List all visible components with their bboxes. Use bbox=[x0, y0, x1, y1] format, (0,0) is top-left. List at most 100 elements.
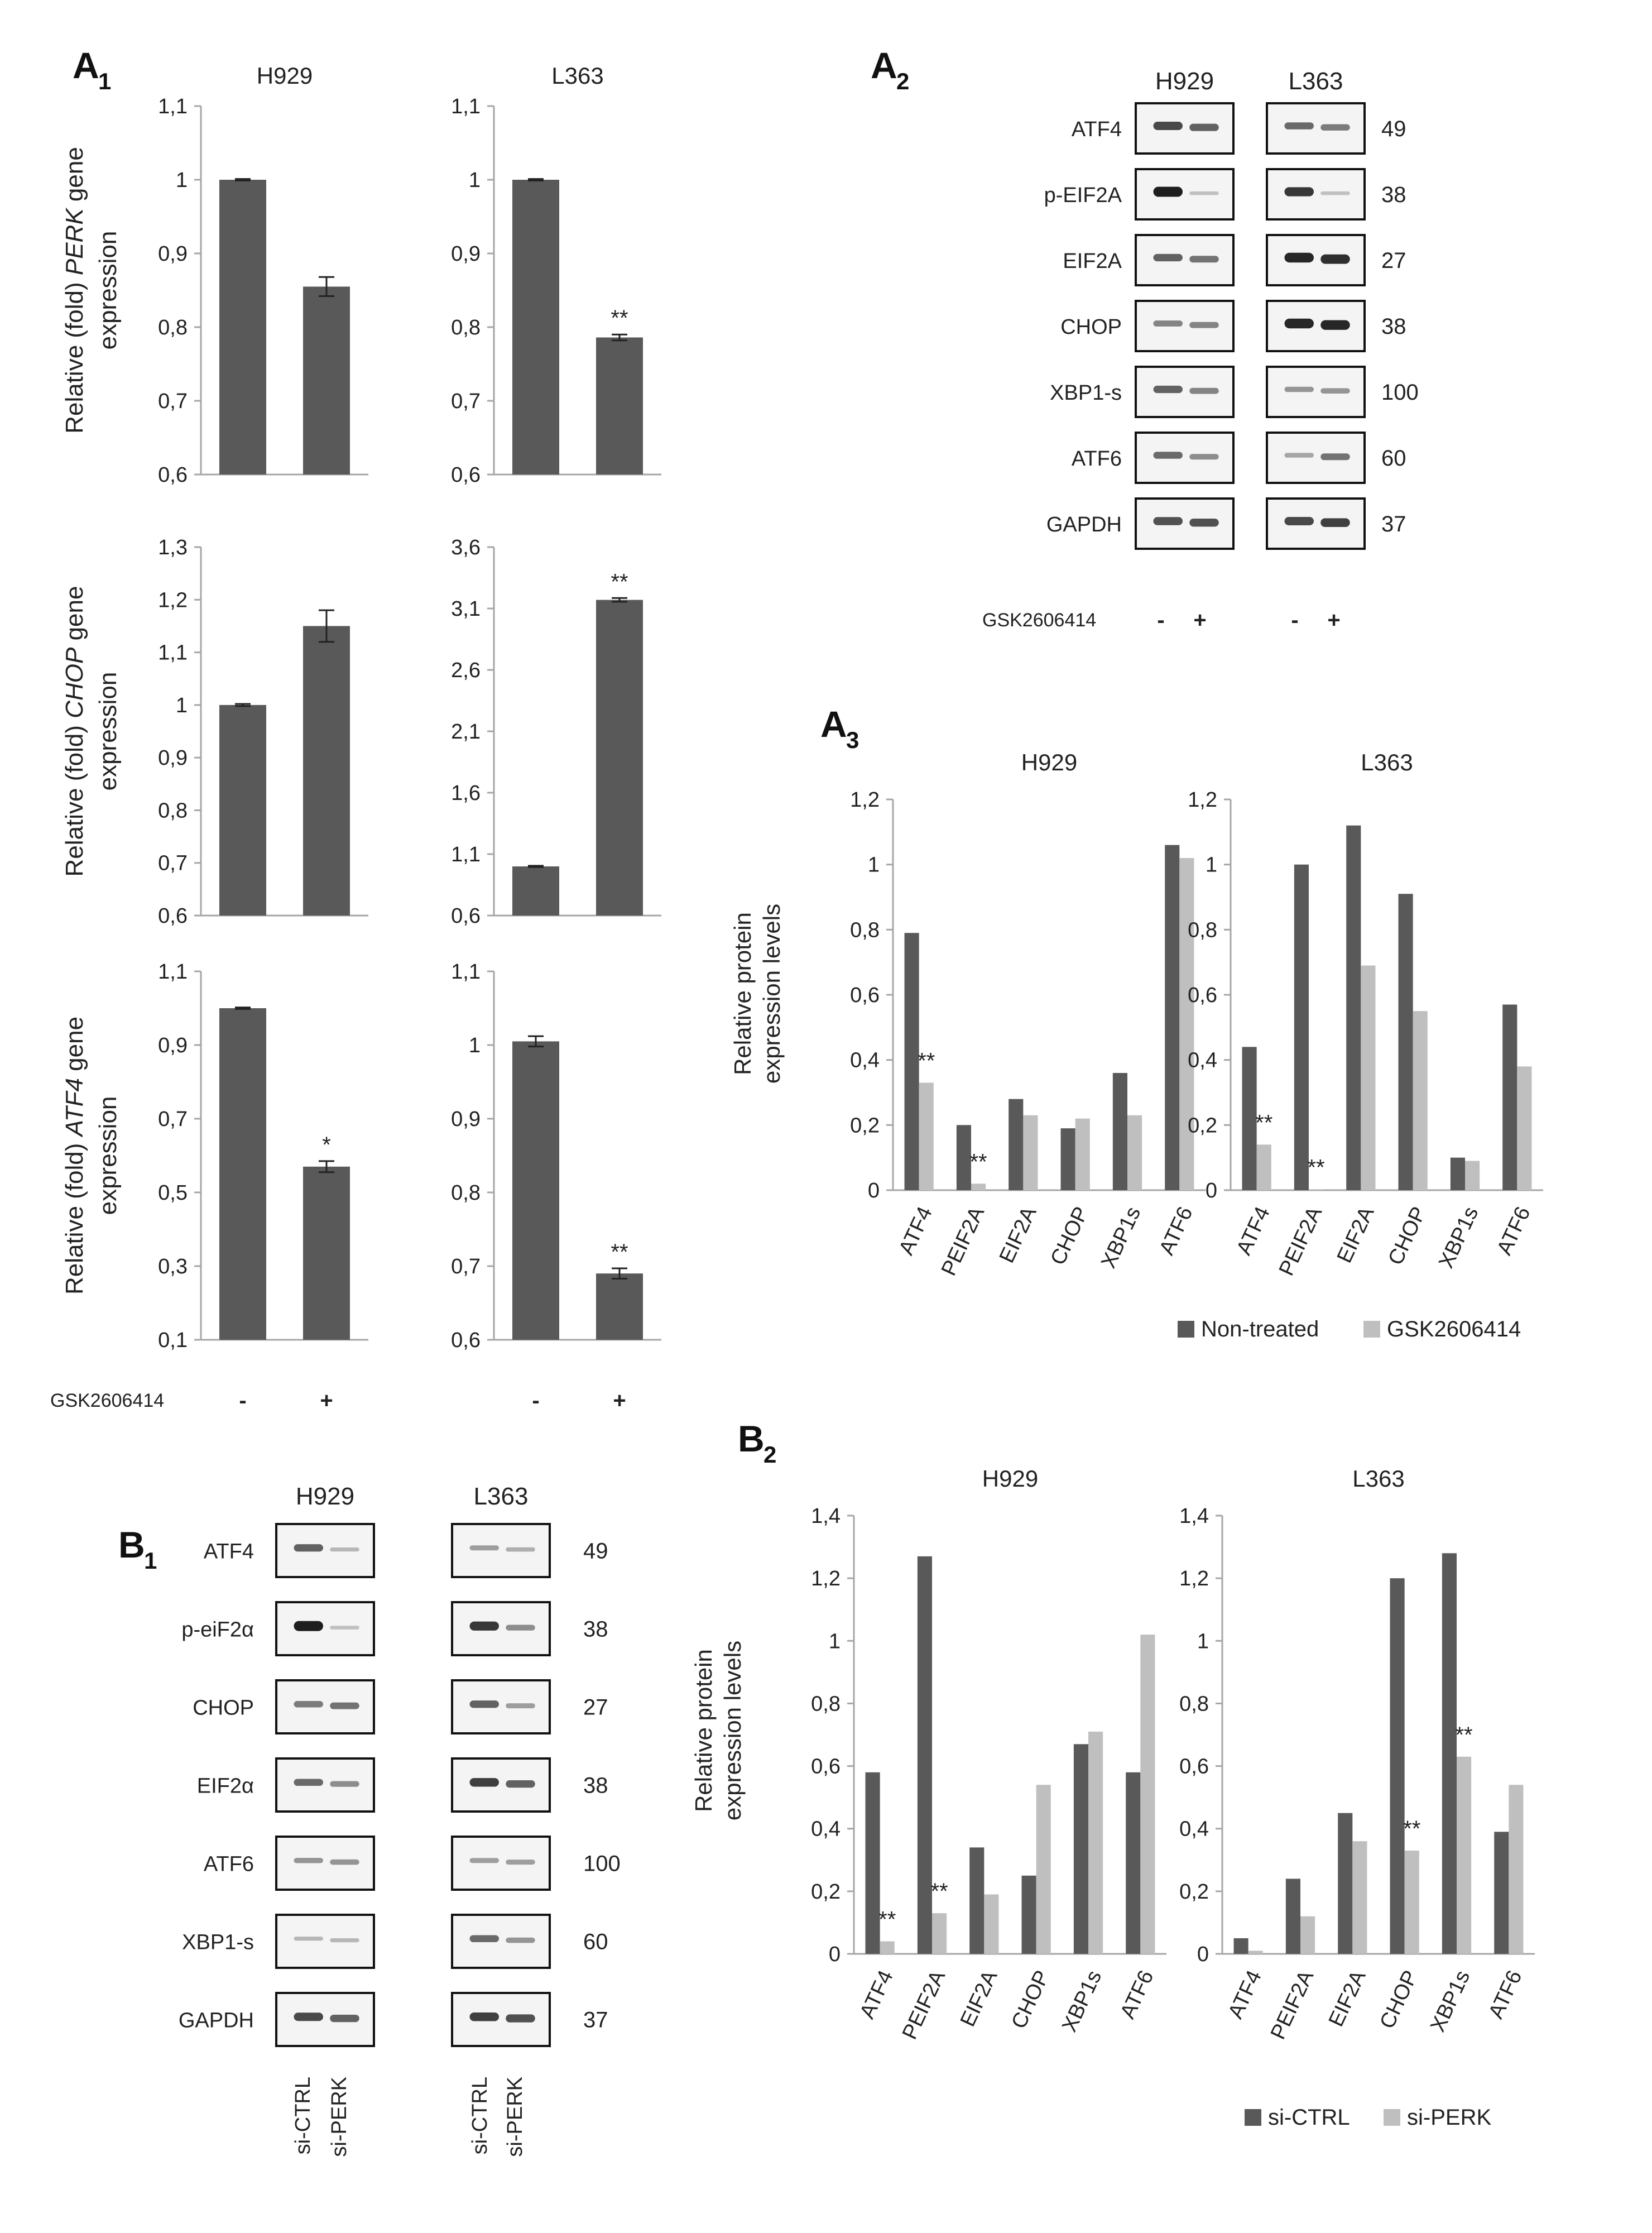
minus-sign: - bbox=[1157, 608, 1164, 632]
y-tick-label: 1,1 bbox=[451, 843, 481, 866]
y-tick-label: 1,2 bbox=[850, 788, 880, 812]
blot-column-header: H929 bbox=[296, 1483, 354, 1510]
blot-row-atf6: ATF6 100 bbox=[204, 1836, 621, 1891]
chart-title: H929 bbox=[1021, 749, 1077, 775]
x-category-label: PEIF2A bbox=[937, 1203, 990, 1280]
y-tick-label: 0,1 bbox=[158, 1329, 188, 1352]
chart-a3-l363: 0 0,2 0,4 0,6 0,8 1 1,2 L363 ** ATF4 ** PEIF2A EIF2A… bbox=[1188, 749, 1543, 1280]
bar-gsk2606414 bbox=[1075, 1118, 1090, 1190]
bar-si-ctrl bbox=[865, 1772, 880, 1954]
y-tick-label: 0,6 bbox=[158, 904, 188, 928]
significance-mark: ** bbox=[1255, 1110, 1272, 1135]
x-category-label: CHOP bbox=[1007, 1967, 1054, 2032]
protein-label: ATF4 bbox=[204, 1540, 254, 1564]
band-lane1 bbox=[1153, 452, 1183, 459]
y-axis-label-line2: expression bbox=[94, 1096, 122, 1215]
protein-label: p-EIF2A bbox=[1044, 184, 1122, 207]
panel-label-A1: A1 bbox=[73, 45, 111, 94]
blot-frame bbox=[451, 1601, 551, 1656]
y-axis-label-line1: Relative (fold) PERK gene bbox=[61, 147, 88, 434]
y-tick-label: 0,9 bbox=[158, 746, 188, 770]
y-tick-label: 0,3 bbox=[158, 1255, 188, 1278]
significance-mark: * bbox=[322, 1133, 331, 1157]
bar-gsk2606414 bbox=[1309, 1189, 1324, 1190]
x-category-label: XBP1s bbox=[1426, 1967, 1475, 2035]
panel-label-A3: A3 bbox=[820, 703, 859, 753]
y-tick-label: 0,2 bbox=[1179, 1880, 1209, 1904]
blot-frame bbox=[275, 1679, 375, 1734]
a3-ylabel: Relative protein expression levels bbox=[729, 904, 785, 1084]
band-lane1 bbox=[469, 1935, 499, 1943]
blot-row-p-eif2a: p-EIF2A 38 bbox=[1044, 168, 1406, 221]
blot-western_b1: H929 L363 ATF4 49 p-eiF2α 38 CHOP 27 EIF2α 38 ATF6… bbox=[179, 1483, 621, 2047]
panel-label-B1: B1 bbox=[118, 1524, 157, 1574]
blot-frame bbox=[1266, 168, 1366, 221]
x-category-label: ATF4 bbox=[1232, 1203, 1275, 1258]
label-pre: Relative (fold) bbox=[61, 1136, 88, 1295]
bar-gsk2606414 bbox=[1361, 965, 1376, 1190]
molecular-weight: 38 bbox=[1381, 183, 1406, 207]
blot-row-atf4: ATF4 49 bbox=[1072, 102, 1406, 155]
x-category-label: ATF4 bbox=[1224, 1967, 1266, 2022]
legend-label: Non-treated bbox=[1201, 1317, 1319, 1341]
band-lane2 bbox=[330, 1547, 359, 1552]
western-blots: H929 L363 ATF4 49 p-EIF2A 38 EIF2A 27 CHOP 38 XBP1… bbox=[179, 68, 1419, 2157]
y-tick-label: 0,9 bbox=[451, 1108, 481, 1131]
significance-mark: ** bbox=[1403, 1817, 1420, 1841]
blot-frame bbox=[451, 1992, 551, 2047]
y-tick-label: 1,1 bbox=[451, 960, 481, 984]
band-lane2 bbox=[506, 1703, 535, 1709]
molecular-weight: 38 bbox=[583, 1774, 608, 1798]
y-tick-label: 1 bbox=[1197, 1630, 1209, 1653]
band-lane1 bbox=[294, 1857, 323, 1863]
x-category-label: PEIF2A bbox=[1266, 1967, 1319, 2043]
blot-frame bbox=[451, 1523, 551, 1578]
band-lane1 bbox=[1284, 252, 1314, 263]
bar-non-treated bbox=[1112, 1073, 1127, 1190]
minus-sign: - bbox=[1291, 608, 1298, 632]
y-tick-label: 1,2 bbox=[1179, 1567, 1209, 1590]
y-tick-label: 1,2 bbox=[158, 588, 188, 612]
y-tick-label: 0,7 bbox=[451, 1255, 481, 1278]
band-lane2 bbox=[1189, 256, 1219, 263]
y-axis-label-line1: Relative (fold) ATF4 gene bbox=[61, 1017, 88, 1295]
y-tick-label: 0,8 bbox=[451, 316, 481, 339]
chart-a3-h929: 0 0,2 0,4 0,6 0,8 1 1,2 H929 ** ATF4 ** PEIF2A EIF2A… bbox=[850, 749, 1206, 1280]
band-lane2 bbox=[506, 1860, 535, 1865]
band-lane2 bbox=[1320, 518, 1350, 527]
panel-letter: A bbox=[871, 45, 897, 86]
y-tick-label: 1 bbox=[829, 1630, 841, 1653]
protein-label: GAPDH bbox=[1046, 513, 1122, 536]
protein-label: CHOP bbox=[193, 1697, 254, 1720]
band-lane2 bbox=[1320, 320, 1350, 330]
x-category-label: ATF6 bbox=[1492, 1203, 1535, 1258]
y-tick-label: 0,8 bbox=[811, 1692, 841, 1716]
blot-row-p-eif2-: p-eiF2α 38 bbox=[181, 1601, 608, 1656]
blot-frame bbox=[1135, 300, 1235, 352]
x-category-label: ATF4 bbox=[895, 1203, 937, 1258]
y-tick-label: 0,8 bbox=[850, 918, 880, 942]
y-tick-label: 0 bbox=[829, 1943, 841, 1966]
band-lane1 bbox=[294, 1544, 323, 1552]
bar-non-treated bbox=[1060, 1128, 1075, 1190]
blot-row-chop: CHOP 27 bbox=[193, 1679, 608, 1734]
y-tick-label: 1,1 bbox=[158, 95, 188, 118]
bar-si-perk bbox=[1457, 1756, 1472, 1954]
y-tick-label: 0,8 bbox=[158, 316, 188, 339]
protein-label: XBP1-s bbox=[1050, 381, 1122, 405]
molecular-weight: 60 bbox=[583, 1930, 608, 1954]
bar-gsk2606414 bbox=[1256, 1144, 1271, 1190]
y-tick-label: 1,1 bbox=[451, 95, 481, 118]
x-category-label: PEIF2A bbox=[1275, 1203, 1327, 1280]
blot-western_a2: H929 L363 ATF4 49 p-EIF2A 38 EIF2A 27 CHOP 38 XBP1… bbox=[1044, 68, 1419, 550]
panel-letter: A bbox=[73, 45, 99, 86]
molecular-weight: 100 bbox=[1381, 380, 1419, 405]
band-lane1 bbox=[1284, 517, 1314, 525]
band-lane2 bbox=[1189, 191, 1219, 195]
bar bbox=[303, 1166, 350, 1340]
x-category-label: EIF2A bbox=[956, 1967, 1002, 2030]
bar-si-ctrl bbox=[1494, 1832, 1509, 1954]
y-tick-label: 0,7 bbox=[158, 390, 188, 413]
bar-si-ctrl bbox=[1233, 1938, 1248, 1954]
panel-letter: A bbox=[820, 703, 847, 745]
